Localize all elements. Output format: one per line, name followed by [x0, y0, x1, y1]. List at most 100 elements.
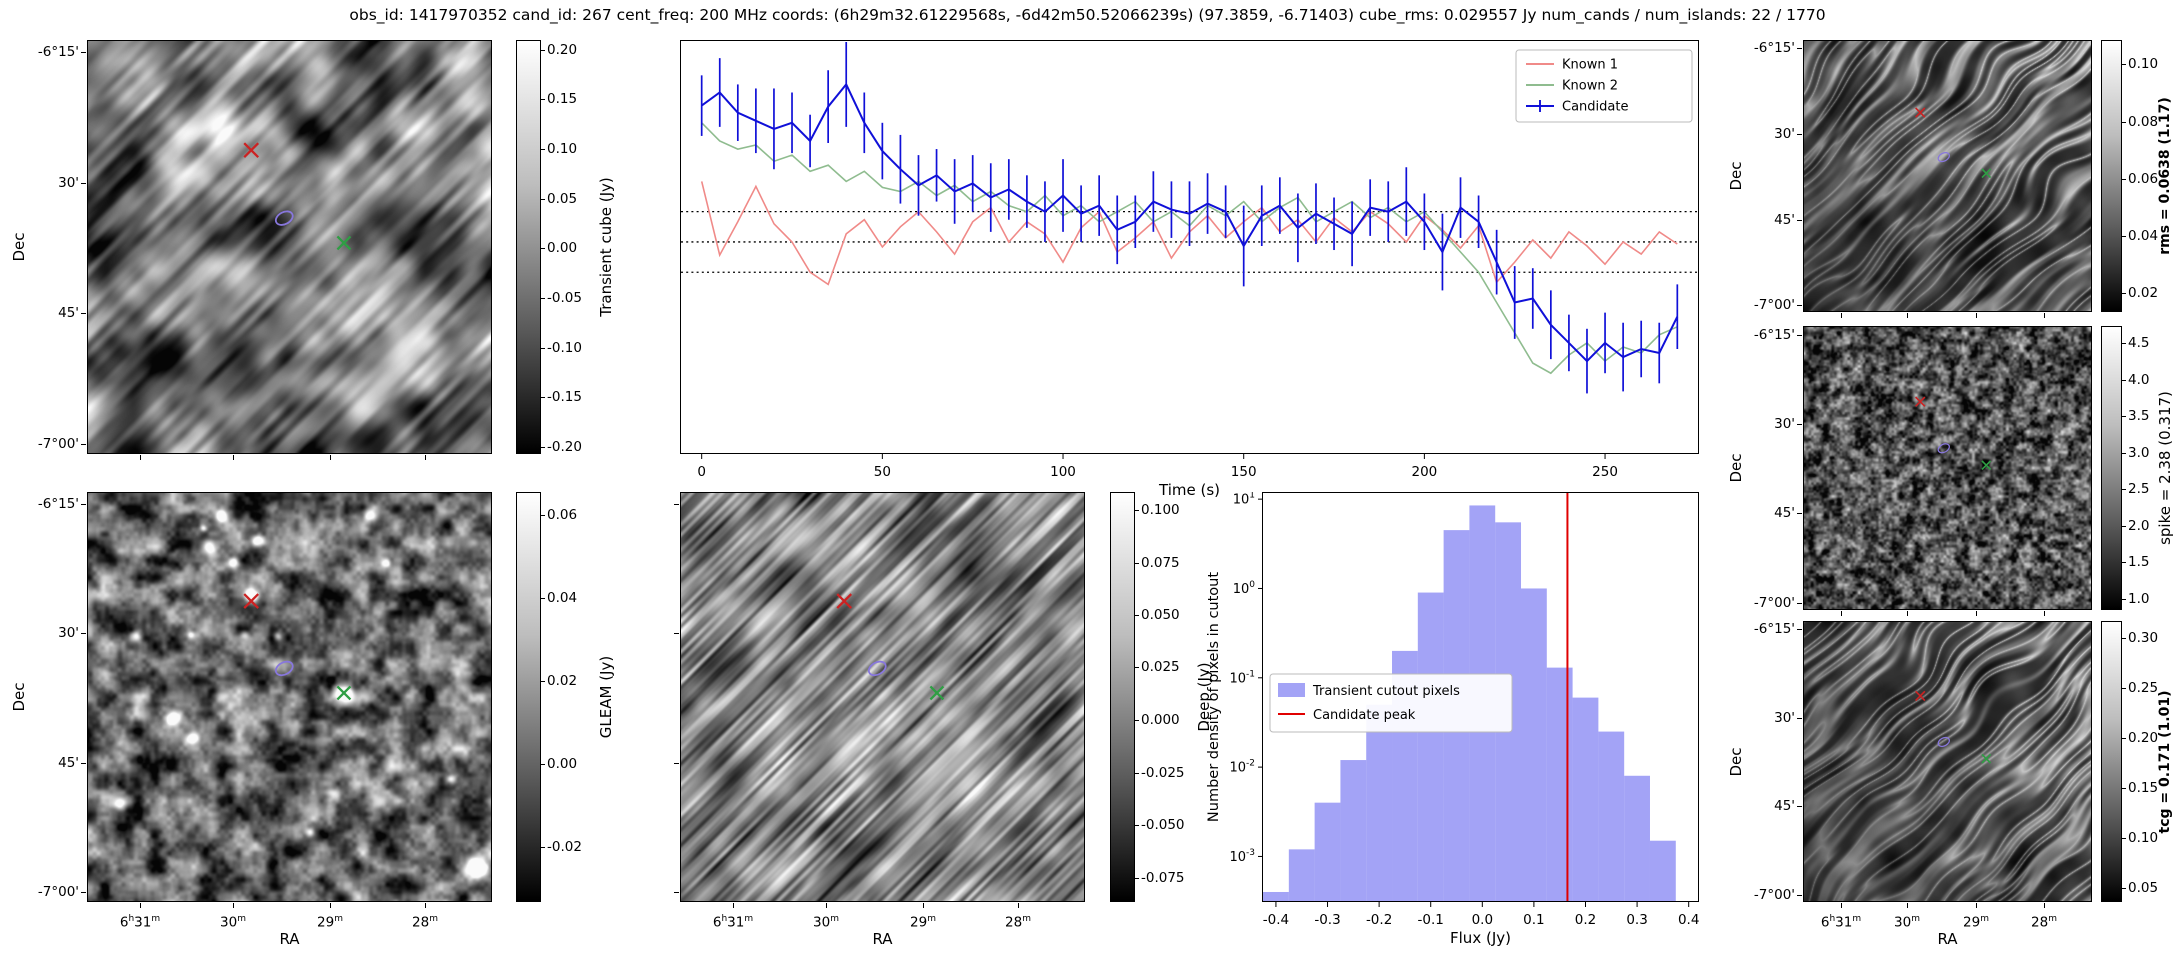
colorbar-tick — [541, 298, 545, 299]
transient-cube-cutout-image — [88, 41, 491, 453]
ra-tick — [233, 903, 234, 908]
svg-text:100: 100 — [1233, 580, 1256, 597]
dec-tick-label: 30' — [58, 175, 79, 191]
tcg-map-panel — [1803, 621, 2092, 902]
ra-tick-label: 28m — [412, 914, 438, 931]
gleam-cutout-image — [88, 493, 491, 901]
svg-text:101: 101 — [1233, 492, 1255, 508]
svg-text:0.2: 0.2 — [1575, 912, 1596, 928]
dec-tick — [81, 763, 86, 764]
colorbar-tick-label: 0.00 — [547, 756, 578, 772]
rms-colorbar — [2101, 40, 2122, 312]
colorbar-tick — [2122, 236, 2126, 237]
colorbar-tick-label: 2.5 — [2128, 481, 2150, 497]
marker-overlay — [243, 593, 352, 701]
colorbar-tick — [541, 99, 545, 100]
colorbar-tick — [2122, 122, 2126, 123]
tcg-map-cutout-image — [1804, 622, 2091, 901]
hist-bar — [1572, 697, 1599, 902]
deep-image-panel — [680, 492, 1085, 902]
histogram-legend — [1269, 673, 1513, 733]
ra-tick — [923, 903, 924, 908]
colorbar-tick-label: 0.15 — [2128, 780, 2159, 796]
candidate-island-contour — [274, 660, 294, 677]
candidate-island-contour — [867, 660, 887, 677]
spike-map-panel — [1803, 326, 2092, 610]
colorbar-tick — [541, 199, 545, 200]
colorbar-tick-label: 0.100 — [1141, 502, 1180, 518]
dec-tick — [1797, 220, 1802, 221]
ra-tick-label: 28m — [1005, 914, 1031, 931]
dec-tick-label: -6°15' — [37, 44, 79, 60]
colorbar-tick — [541, 397, 545, 398]
dec-tick-label: 45' — [1774, 212, 1795, 228]
colorbar-tick-label: 0.00 — [547, 240, 578, 256]
ra-tick — [826, 903, 827, 908]
colorbar-tick — [541, 447, 545, 448]
ra-tick — [1841, 611, 1842, 616]
colorbar-tick-label: 0.30 — [2128, 630, 2159, 646]
ra-tick — [2044, 611, 2045, 616]
dec-tick-label: -7°00' — [37, 436, 79, 452]
colorbar-tick-label: 2.0 — [2128, 518, 2150, 534]
colorbar-tick-label: 0.075 — [1141, 555, 1180, 571]
dec-tick-label: 30' — [58, 625, 79, 641]
dec-tick — [81, 444, 86, 445]
svg-text:0.3: 0.3 — [1626, 912, 1647, 928]
svg-text:-0.4: -0.4 — [1263, 912, 1289, 928]
svg-text:100: 100 — [1050, 464, 1076, 480]
gleam-colorbar — [516, 492, 541, 902]
colorbar-tick — [1135, 720, 1139, 721]
svg-text:0.4: 0.4 — [1678, 912, 1699, 928]
colorbar-tick-label: -0.025 — [1141, 765, 1185, 781]
colorbar-tick — [2122, 489, 2126, 490]
hist-bar — [1546, 667, 1573, 902]
ra-tick — [1976, 611, 1977, 616]
colorbar-tick-label: -0.05 — [547, 290, 582, 306]
svg-text:10-1: 10-1 — [1229, 669, 1255, 686]
dec-tick — [1797, 305, 1802, 306]
dec-tick-label: 30' — [1774, 710, 1795, 726]
colorbar-tick-label: 0.02 — [547, 673, 578, 689]
svg-text:10-3: 10-3 — [1229, 848, 1255, 865]
ra-axis-label: RA — [279, 930, 300, 948]
dec-tick-label: -6°15' — [1753, 621, 1795, 637]
colorbar-tick-label: 0.25 — [2128, 680, 2159, 696]
dec-tick — [81, 183, 86, 184]
ra-tick — [1018, 903, 1019, 908]
hist-bar — [1314, 802, 1341, 902]
colorbar-tick — [2122, 688, 2126, 689]
dec-tick-label: -7°00' — [1753, 595, 1795, 611]
series-candidate — [701, 82, 1679, 363]
ra-axis-label: RA — [1937, 930, 1958, 948]
svg-text:Candidate: Candidate — [1562, 100, 1628, 115]
svg-text:-0.1: -0.1 — [1418, 912, 1444, 928]
ra-tick — [1841, 903, 1842, 908]
colorbar-tick-label: -0.15 — [547, 389, 582, 405]
colorbar-tick — [1135, 563, 1139, 564]
dec-axis-label: Dec — [10, 232, 28, 262]
dec-tick-label: -7°00' — [37, 884, 79, 900]
rms-map-panel — [1803, 40, 2092, 312]
rms-map-cutout-image — [1804, 41, 2091, 311]
colorbar-tick-label: -0.050 — [1141, 817, 1185, 833]
hist-bar — [1263, 891, 1289, 902]
dec-tick — [81, 52, 86, 53]
deep-colorbar — [1110, 492, 1135, 902]
ra-tick-label: 29m — [910, 914, 936, 931]
colorbar-tick-label: 0.025 — [1141, 659, 1180, 675]
colorbar-tick — [2122, 343, 2126, 344]
ra-tick-label: 30m — [1894, 914, 1920, 931]
svg-text:10-2: 10-2 — [1229, 759, 1255, 776]
ra-tick — [140, 455, 141, 460]
colorbar-tick-label: 3.0 — [2128, 445, 2150, 461]
dec-axis-label: Dec — [1727, 161, 1745, 191]
dec-tick-label: -6°15' — [37, 496, 79, 512]
colorbar-tick-label: 0.20 — [547, 42, 578, 58]
lightcurve-plot: 0 50 100 150 200 250 Time (s) Known 1 Known 2 Can… — [680, 40, 1699, 498]
colorbar-tick — [541, 248, 545, 249]
colorbar-tick — [541, 681, 545, 682]
dec-tick — [1797, 718, 1802, 719]
candidate-island-contour — [1937, 151, 1950, 163]
tcg-colorbar-label: tcg = 0.171 (1.01) — [2157, 690, 2173, 834]
